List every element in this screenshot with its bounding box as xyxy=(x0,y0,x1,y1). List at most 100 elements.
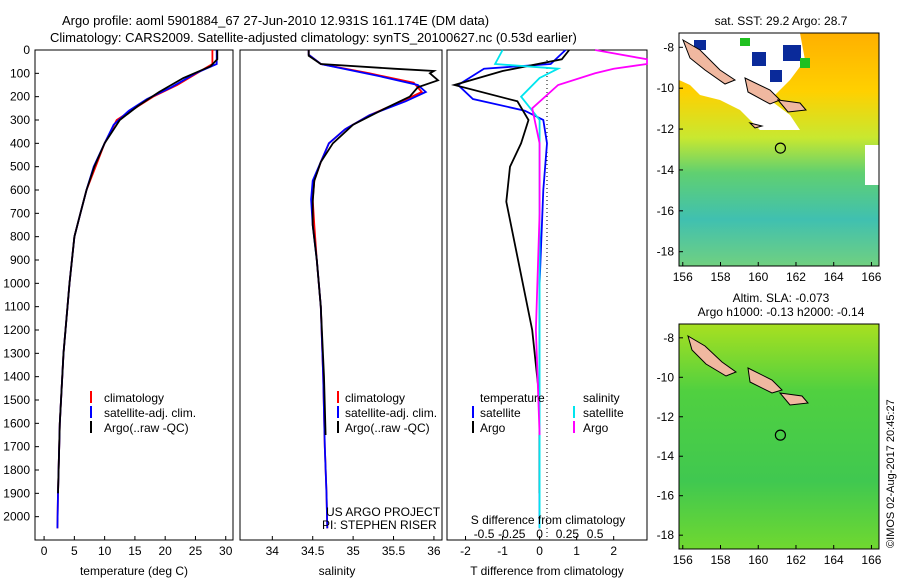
island xyxy=(748,122,764,129)
x-tick-label: 15 xyxy=(128,544,142,558)
x2-tick-label: 0.5 xyxy=(587,527,604,541)
map-y-tick-label: -12 xyxy=(657,410,675,424)
legend-swatch-climatology xyxy=(90,391,92,403)
x-tick-label: 20 xyxy=(159,544,173,558)
map-y-tick-label: -18 xyxy=(657,528,675,542)
legend-label-sal-argo: Argo xyxy=(583,421,609,435)
x2-tick-label: -0.25 xyxy=(498,527,526,541)
depth-tick-label: 1300 xyxy=(3,346,30,360)
legend-label-climatology: climatology xyxy=(345,391,405,405)
map-x-tick-label: 158 xyxy=(710,553,730,567)
map-x-tick-label: 160 xyxy=(748,553,768,567)
island xyxy=(744,77,781,105)
legend-label-temp-satellite: satellite xyxy=(480,406,521,420)
series-line-1 xyxy=(451,49,570,494)
depth-tick-label: 1100 xyxy=(4,300,30,314)
sla-x-ticks: 156 158 160 162 164 166 xyxy=(673,545,882,567)
map-x-tick-label: 158 xyxy=(710,270,730,284)
depth-tick-label: 1500 xyxy=(3,393,30,407)
map-x-tick-label: 160 xyxy=(748,270,768,284)
temperature-xlabel: temperature (deg C) xyxy=(80,564,188,578)
map-y-tick-label: -14 xyxy=(657,449,675,463)
x-tick-label: 25 xyxy=(189,544,203,558)
legend-label-argo: Argo(..raw -QC) xyxy=(345,421,430,435)
map-x-tick-label: 162 xyxy=(786,270,806,284)
depth-tick-label: 0 xyxy=(23,43,30,57)
imos-stamp: ©IMOS 02-Aug-2017 20:45:27 xyxy=(885,399,897,548)
temperature-panel-frame xyxy=(34,49,234,541)
x-tick-label: -2 xyxy=(460,544,471,558)
legend-swatch-satellite xyxy=(337,406,339,418)
salinity-xlabel: salinity xyxy=(319,564,356,578)
x-tick-label: 0 xyxy=(41,544,48,558)
x-tick-label: 34 xyxy=(266,544,280,558)
series-line-3 xyxy=(531,49,648,436)
map-y-tick-label: -10 xyxy=(657,370,675,384)
depth-tick-label: 400 xyxy=(10,136,30,150)
legend-title-temperature: temperature xyxy=(480,391,545,405)
depth-tick-label: 100 xyxy=(10,66,30,80)
x-tick-label: 2 xyxy=(610,544,617,558)
x-tick-label: -1 xyxy=(497,544,508,558)
sst-map-frame xyxy=(678,32,880,267)
map-y-tick-label: -14 xyxy=(657,163,675,177)
map-y-tick-label: -10 xyxy=(657,81,675,95)
island xyxy=(776,99,807,113)
x-tick-label: 36 xyxy=(427,544,441,558)
sst-cloud-mask xyxy=(679,33,805,130)
map-y-tick-label: -16 xyxy=(657,204,675,218)
sst-x-ticks: 156 158 160 162 164 166 xyxy=(673,262,882,284)
map-x-tick-label: 164 xyxy=(824,553,844,567)
legend-swatch-sal-argo xyxy=(573,421,575,433)
sst-cold-pixel xyxy=(800,58,810,68)
x-tick-label: 5 xyxy=(71,544,78,558)
series-line-2 xyxy=(307,50,440,436)
argo-location-marker xyxy=(774,142,786,154)
credit-pi: PI: STEPHEN RISER xyxy=(322,518,437,532)
sla-map-title-2: Argo h1000: -0.13 h2000: -0.14 xyxy=(698,305,865,319)
x2-tick-label: 0 xyxy=(536,527,543,541)
temperature-legend: climatology satellite-adj. clim. Argo(..… xyxy=(90,391,196,435)
depth-tick-label: 1000 xyxy=(3,276,30,290)
map-x-tick-label: 162 xyxy=(786,553,806,567)
legend-swatch-sal-satellite xyxy=(573,406,575,418)
x-tick-label: 34.5 xyxy=(301,544,325,558)
temperature-panel: 0100200300400500600700800900100011001200… xyxy=(3,43,451,578)
depth-ticks: 0 100 200 300 400 500 600 700 800 900 1000 1100 1200… xyxy=(3,43,451,524)
x-tick-label: 10 xyxy=(98,544,112,558)
island xyxy=(682,38,737,85)
depth-tick-label: 300 xyxy=(10,113,30,127)
legend-title-salinity: salinity xyxy=(583,391,620,405)
legend-label-satellite: satellite-adj. clim. xyxy=(104,406,196,420)
difference-xlabel: T difference from climatology xyxy=(470,564,624,578)
sst-map-title: sat. SST: 29.2 Argo: 28.7 xyxy=(715,14,848,28)
map-y-tick-label: -8 xyxy=(663,331,674,345)
sla-map: Altim. SLA: -0.073 Argo h1000: -0.13 h20… xyxy=(657,291,882,567)
salinity-series xyxy=(307,50,440,529)
legend-label-argo: Argo(..raw -QC) xyxy=(104,421,189,435)
island xyxy=(687,334,738,377)
depth-tick-label: 1600 xyxy=(3,416,30,430)
difference-series xyxy=(451,49,648,529)
sla-map-frame xyxy=(678,323,880,550)
sla-map-title-1: Altim. SLA: -0.073 xyxy=(733,291,830,305)
salinity-x-ticks: 34 34.5 35 35.5 36 xyxy=(266,536,441,558)
depth-tick-label: 500 xyxy=(10,160,30,174)
depth-tick-label: 800 xyxy=(10,230,30,244)
depth-tick-label: 1700 xyxy=(3,440,30,454)
x-tick-label: 0 xyxy=(536,544,543,558)
map-x-tick-label: 156 xyxy=(673,270,693,284)
x2-tick-label: 0.25 xyxy=(556,527,580,541)
island xyxy=(747,367,783,394)
difference-x2-ticks: -0.5 -0.25 0 0.25 0.5 xyxy=(474,527,604,541)
map-x-tick-label: 166 xyxy=(861,270,881,284)
map-y-tick-label: -8 xyxy=(663,40,674,54)
x-tick-label: 35.5 xyxy=(382,544,406,558)
difference-x-ticks: -2 -1 0 1 2 xyxy=(460,536,617,558)
depth-tick-label: 2000 xyxy=(3,510,30,524)
legend-swatch-argo xyxy=(337,421,339,433)
argo-location-marker xyxy=(774,429,786,441)
depth-tick-label: 900 xyxy=(10,253,30,267)
depth-tick-label: 200 xyxy=(10,90,30,104)
legend-swatch-climatology xyxy=(337,391,339,403)
